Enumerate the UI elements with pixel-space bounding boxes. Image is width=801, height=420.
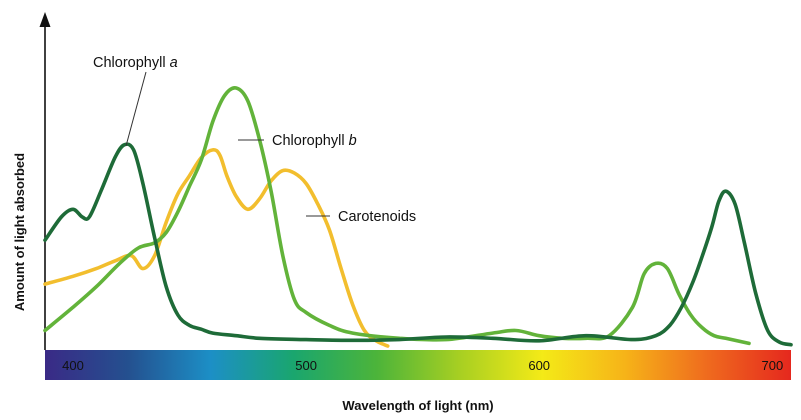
x-tick-layer: 400 500 600 700 [62, 358, 783, 373]
chlorophyll-a-line [43, 142, 793, 347]
carotenoids-line [43, 148, 390, 348]
series-layer [43, 86, 793, 348]
chlorophyll-a-leader-line [125, 71, 147, 147]
x-tick-label-700: 700 [762, 358, 784, 373]
y-axis-arrow-icon [39, 12, 51, 27]
y-axis-title: Amount of light absorbed [12, 153, 27, 311]
x-tick-label-400: 400 [62, 358, 84, 373]
x-axis-title: Wavelength of light (nm) [342, 398, 493, 413]
chlorophyll-a-label-name: Chlorophyll [93, 55, 166, 71]
chlorophyll-b-label-suffix: b [349, 133, 357, 149]
chlorophyll-a-label-suffix: a [170, 55, 178, 71]
x-tick-label-500: 500 [295, 358, 317, 373]
carotenoids-label: Carotenoids [338, 209, 416, 225]
spectrum-bar [45, 350, 791, 380]
chlorophyll-b-line [43, 86, 751, 346]
x-tick-label-600: 600 [528, 358, 550, 373]
chlorophyll-a-label: Chlorophyll a [93, 55, 178, 71]
chlorophyll-b-label: Chlorophyll b [272, 133, 357, 149]
chlorophyll-b-label-name: Chlorophyll [272, 133, 345, 149]
